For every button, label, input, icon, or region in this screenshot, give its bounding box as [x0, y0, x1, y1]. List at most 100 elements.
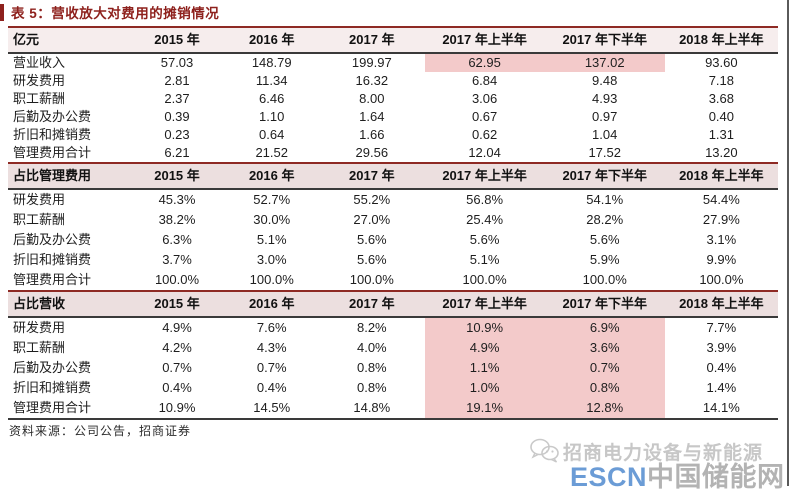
row-label: 管理费用合计	[13, 145, 92, 160]
table-cell: 30.0%	[253, 212, 291, 227]
table-cell: 6.84	[471, 73, 498, 88]
table-row: 研发费用 2.81 11.34 16.32 6.84 9.48 7.18	[8, 72, 778, 90]
table-cell: 93.60	[705, 55, 738, 70]
table-row: 管理费用合计 10.9% 14.5% 14.8% 19.1% 12.8% 14.1%	[8, 398, 778, 418]
table-cell: 1.10	[259, 109, 285, 124]
table-cell: 0.40	[708, 109, 735, 124]
table-cell: 5.1%	[469, 252, 500, 267]
table-cell: 2.37	[164, 91, 190, 106]
table-cell: 0.7%	[256, 360, 287, 375]
table-cell: 3.06	[471, 91, 498, 106]
table-section: 亿元 2015 年 2016 年 2017 年 2017 年上半年 2017 年下半年 20…	[8, 26, 778, 162]
table-cell: 16.32	[355, 73, 389, 88]
column-header: 2017 年下半年	[562, 168, 647, 183]
row-label: 研发费用	[13, 320, 66, 335]
row-label: 后勤及办公费	[13, 232, 92, 247]
table-row: 职工薪酬 2.37 6.46 8.00 3.06 4.93 3.68	[8, 90, 778, 108]
table-cell: 0.23	[164, 127, 190, 142]
table-cell: 14.1%	[702, 400, 740, 415]
table-cell: 7.7%	[706, 320, 737, 335]
row-label: 管理费用合计	[13, 272, 92, 287]
table-cell: 27.9%	[702, 212, 740, 227]
column-header: 2018 年上半年	[679, 32, 764, 47]
table-cell: 14.5%	[253, 400, 291, 415]
table-cell: 3.68	[708, 91, 735, 106]
table-cell: 1.64	[359, 109, 385, 124]
table-cell: 1.31	[708, 127, 735, 142]
column-header: 2017 年	[349, 32, 395, 47]
title-accent-bar	[0, 3, 4, 21]
table-cell: 3.1%	[706, 232, 737, 247]
section-header-row: 占比管理费用 2015 年 2016 年 2017 年 2017 年上半年 2017 年下…	[8, 162, 778, 190]
page-title: 表 5：营收放大对费用的摊销情况	[11, 6, 220, 21]
table-cell: 0.4%	[706, 360, 737, 375]
column-header: 2017 年上半年	[442, 296, 527, 311]
table-row: 管理费用合计 6.21 21.52 29.56 12.04 17.52 13.20	[8, 144, 778, 162]
table-row: 职工薪酬 38.2% 30.0% 27.0% 25.4% 28.2% 27.9%	[8, 210, 778, 230]
table-cell: 4.93	[592, 91, 618, 106]
table-cell: 0.4%	[162, 380, 192, 395]
wechat-icon	[528, 437, 562, 470]
escn-chinese-text: 中国储能网	[647, 462, 785, 492]
table-cell: 19.1%	[424, 398, 545, 418]
table-cell: 4.9%	[424, 338, 545, 358]
table-cell: 4.0%	[356, 340, 387, 355]
table-cell: 1.4%	[706, 380, 737, 395]
table-cell: 0.8%	[356, 380, 387, 395]
table-cell: 54.1%	[586, 192, 624, 207]
row-label: 折旧和摊销费	[13, 127, 92, 142]
column-header: 2015 年	[154, 296, 200, 311]
table-cell: 13.20	[705, 145, 738, 160]
table-cell: 6.21	[164, 145, 190, 160]
column-header: 2018 年上半年	[679, 168, 764, 183]
source-note: 资料来源：公司公告，招商证券	[9, 424, 192, 438]
table-cell: 6.46	[259, 91, 285, 106]
section-label: 亿元	[13, 32, 40, 47]
row-label: 营业收入	[13, 55, 66, 70]
column-header: 2017 年上半年	[442, 168, 527, 183]
right-edge-line	[787, 0, 789, 486]
table-cell: 100.0%	[349, 272, 394, 287]
table-cell: 1.0%	[424, 378, 545, 398]
table-cell: 3.0%	[256, 252, 287, 267]
table-cell: 62.95	[424, 54, 545, 72]
table-cell: 14.8%	[353, 400, 391, 415]
row-label: 职工薪酬	[13, 212, 66, 227]
row-label: 研发费用	[13, 73, 66, 88]
table-cell: 5.1%	[256, 232, 287, 247]
table-cell: 8.2%	[356, 320, 387, 335]
watermark-escn-logo: ESCN中国储能网	[570, 455, 785, 494]
escn-text: ESCN	[570, 462, 648, 492]
column-header: 2016 年	[248, 168, 295, 183]
table-cell: 7.6%	[256, 320, 287, 335]
table-cell: 5.9%	[589, 252, 620, 267]
table-row: 研发费用 45.3% 52.7% 55.2% 56.8% 54.1% 54.4%	[8, 190, 778, 210]
table-cell: 0.62	[471, 127, 498, 142]
column-header: 2015 年	[154, 32, 200, 47]
watermark-account-name: 招商电力设备与新能源	[563, 443, 764, 464]
table-cell: 57.03	[160, 55, 194, 70]
table-title-block: 表 5：营收放大对费用的摊销情况	[0, 2, 219, 22]
table-cell: 38.2%	[158, 212, 196, 227]
row-label: 后勤及办公费	[13, 109, 92, 124]
table-row: 职工薪酬 4.2% 4.3% 4.0% 4.9% 3.6% 3.9%	[8, 338, 778, 358]
table-cell: 0.8%	[544, 378, 665, 398]
table-cell: 27.0%	[353, 212, 391, 227]
table-cell: 4.3%	[256, 340, 287, 355]
table-cell: 10.9%	[158, 400, 196, 415]
table-cell: 55.2%	[353, 192, 391, 207]
table-cell: 100.0%	[699, 272, 744, 287]
table-row: 营业收入 57.03 148.79 199.97 62.95 137.02 93.60	[8, 54, 778, 72]
column-header: 2017 年下半年	[562, 296, 647, 311]
table-row: 后勤及办公费 6.3% 5.1% 5.6% 5.6% 5.6% 3.1%	[8, 230, 778, 250]
column-header: 2015 年	[154, 168, 200, 183]
table-cell: 11.34	[255, 73, 288, 88]
column-header: 2017 年下半年	[562, 32, 647, 47]
table-cell: 137.02	[544, 54, 665, 72]
table-cell: 3.6%	[544, 338, 665, 358]
table-cell: 0.4%	[256, 380, 287, 395]
column-header: 2017 年	[349, 168, 395, 183]
table-cell: 7.18	[708, 73, 735, 88]
financial-table: 亿元 2015 年 2016 年 2017 年 2017 年上半年 2017 年下半年 20…	[8, 26, 778, 420]
table-cell: 199.97	[351, 55, 392, 70]
